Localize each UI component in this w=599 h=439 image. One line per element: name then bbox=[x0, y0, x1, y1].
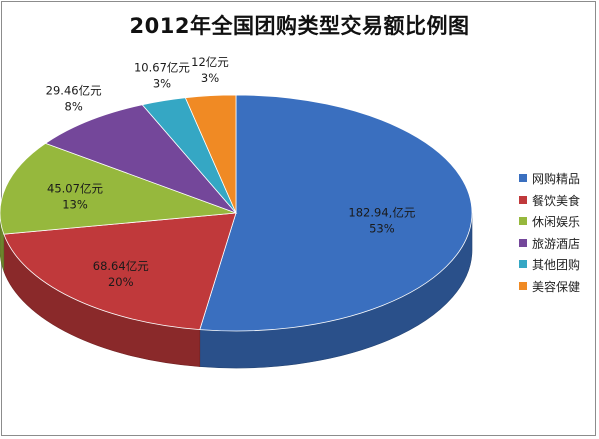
legend-swatch bbox=[519, 174, 527, 182]
legend-swatch bbox=[519, 195, 527, 204]
data-label-5: 12亿元 3% bbox=[191, 55, 229, 85]
legend-swatch bbox=[519, 260, 527, 268]
value-label-4: 10.67亿元 bbox=[134, 61, 190, 75]
legend-label: 美容保健 bbox=[532, 279, 581, 294]
legend-label: 休闲娱乐 bbox=[532, 215, 581, 229]
value-label-2: 45.07亿元 bbox=[47, 182, 103, 196]
legend-label: 网购精品 bbox=[532, 172, 581, 186]
legend-swatch bbox=[519, 281, 527, 290]
value-label-0: 182.94,亿元 bbox=[348, 206, 415, 220]
pie-slice-5 bbox=[184, 94, 237, 214]
pie-slice-1 bbox=[3, 212, 237, 331]
legend-label: 旅游酒店 bbox=[532, 236, 581, 251]
percent-label-3: 8% bbox=[65, 100, 83, 114]
percent-label-1: 20% bbox=[108, 275, 134, 289]
percent-label-4: 3% bbox=[153, 77, 171, 91]
data-labels: 182.94,亿元 53% 68.64亿元 20% 45.07亿元 13% 29.46亿元 8… bbox=[46, 55, 416, 289]
percent-label-5: 3% bbox=[201, 71, 219, 85]
percent-label-0: 53% bbox=[369, 222, 395, 236]
value-label-1: 68.64亿元 bbox=[93, 259, 149, 273]
data-label-3: 29.46亿元 8% bbox=[46, 84, 102, 114]
data-label-0: 182.94,亿元 53% bbox=[348, 206, 415, 236]
chart-title: 2012年全国团购类型交易额比例图 bbox=[129, 14, 470, 38]
data-label-2: 45.07亿元 13% bbox=[47, 182, 103, 212]
data-label-4: 10.67亿元 3% bbox=[134, 61, 190, 91]
value-label-3: 29.46亿元 bbox=[46, 84, 102, 98]
percent-label-2: 13% bbox=[62, 198, 88, 212]
data-label-1: 68.64亿元 20% bbox=[93, 259, 149, 289]
pie-slice-3 bbox=[44, 104, 238, 214]
pie-slice-0 bbox=[199, 94, 473, 332]
legend-label: 其他团购 bbox=[532, 258, 581, 272]
legend-label: 餐饮美食 bbox=[532, 193, 581, 208]
pie-slices bbox=[0, 94, 473, 332]
value-label-5: 12亿元 bbox=[191, 55, 229, 69]
pie-slice-2 bbox=[0, 142, 237, 235]
legend-swatch bbox=[519, 217, 527, 225]
legend-swatch bbox=[519, 238, 527, 247]
